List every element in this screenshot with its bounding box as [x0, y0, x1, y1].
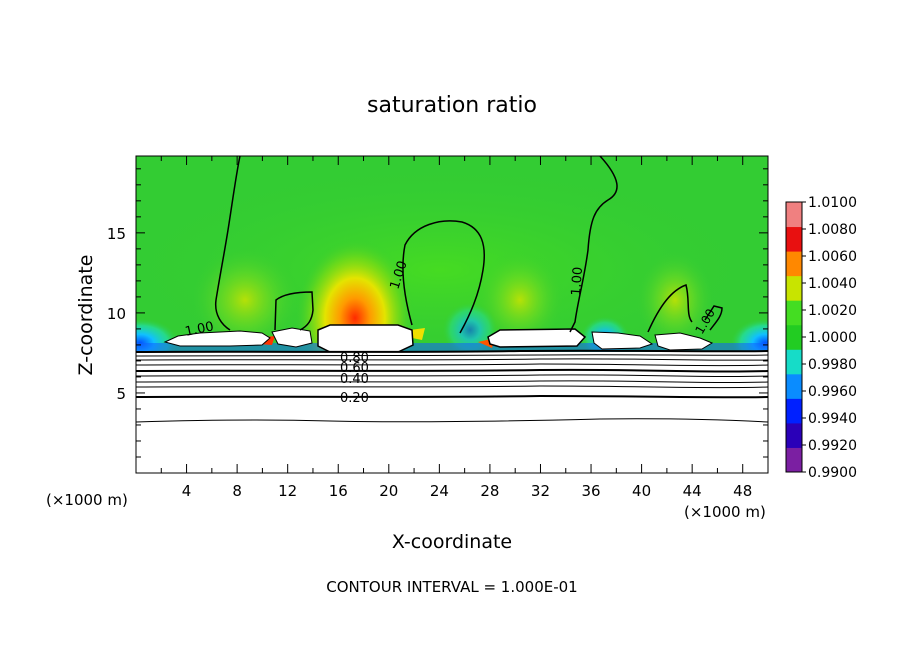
colorbar-swatch	[786, 422, 802, 448]
colorbar-label: 1.0020	[808, 303, 857, 319]
cloud-region-6	[654, 332, 714, 351]
x-unit-left: (×1000 m)	[46, 491, 128, 509]
colorbar-swatch	[786, 349, 802, 375]
lower-masked-region	[136, 352, 768, 473]
contour-interval-note: CONTOUR INTERVAL = 1.000E-01	[326, 578, 577, 596]
contour-label: 1.00	[184, 319, 215, 340]
field-yellow-region-left	[190, 245, 300, 355]
cloud-region-4	[487, 328, 587, 348]
chart-title: saturation ratio	[367, 93, 537, 118]
cloud-region-1	[163, 330, 271, 347]
x-tick-label: 44	[683, 482, 702, 500]
x-tick-label: 40	[632, 482, 651, 500]
cloud-region-3	[317, 324, 414, 353]
colorbar-label: 1.0080	[808, 222, 857, 238]
y-tick-label: 15	[107, 225, 126, 243]
contour-line	[136, 354, 768, 357]
contour-lines-upper	[214, 156, 723, 334]
contour-label: 0.40	[340, 372, 369, 387]
colorbar-label: 0.9900	[808, 465, 857, 481]
x-tick-label: 4	[182, 482, 192, 500]
colorbar-swatch	[786, 324, 802, 350]
contour-line	[214, 156, 241, 331]
y-tick-label: 10	[107, 305, 126, 323]
colorbar-swatch	[786, 202, 802, 228]
x-tick-label: 48	[733, 482, 752, 500]
colorbar-label: 0.9920	[808, 438, 857, 454]
colorbar-label: 1.0060	[808, 249, 857, 265]
x-axis: 4 8 12 16 20 24 28 32 36 40 44 48	[160, 156, 752, 500]
contour-line	[402, 220, 485, 334]
contour-lines-lower	[136, 349, 768, 423]
x-tick-label: 8	[232, 482, 242, 500]
colorbar-swatch	[786, 373, 802, 399]
contour-line	[569, 156, 618, 333]
contour-label: 0.80	[340, 351, 369, 366]
x-unit-right: (×1000 m)	[684, 503, 766, 521]
contour-line	[136, 374, 768, 378]
colorbar-label: 0.9960	[808, 384, 857, 400]
contour-line	[136, 380, 768, 384]
colorbar-label: 0.9980	[808, 357, 857, 373]
contour-label: 0.60	[340, 361, 369, 376]
plot-frame	[135, 155, 769, 474]
colorbar-swatch	[786, 226, 802, 252]
colorbar-swatch	[786, 447, 802, 473]
x-tick-label: 20	[379, 482, 398, 500]
contour-line	[136, 368, 768, 373]
colorbar: 1.0100 1.0080 1.0060 1.0040 1.0020 1.0000 0.99…	[785, 195, 857, 481]
contour-line	[274, 291, 314, 331]
colorbar-swatch	[786, 300, 802, 326]
contour-label: 0.20	[340, 391, 369, 406]
colorbar-label: 0.9940	[808, 411, 857, 427]
x-axis-label: X-coordinate	[392, 531, 512, 553]
colorbar-swatch	[786, 398, 802, 424]
x-tick-label: 12	[278, 482, 297, 500]
y-tick-label: 5	[116, 385, 126, 403]
cloud-region-2	[271, 327, 313, 348]
field-yellow-spot	[410, 328, 425, 340]
colorbar-label: 1.0000	[808, 330, 857, 346]
field-yellow-region-right	[635, 250, 715, 350]
contour-line	[136, 349, 768, 353]
cloud-region-5	[591, 331, 654, 350]
plot-area: 1.00 1.00 1.00 1.00 0.80 0.60 0.40 0.20	[136, 156, 768, 473]
contour-line	[704, 305, 723, 331]
y-axis: 5 10 15	[107, 168, 768, 458]
x-tick-label: 28	[480, 482, 499, 500]
contour-line	[136, 363, 768, 367]
x-tick-label: 16	[329, 482, 348, 500]
colorbar-swatch	[786, 275, 802, 301]
x-tick-label: 24	[430, 482, 449, 500]
x-tick-label: 32	[531, 482, 550, 500]
field-blue-band	[136, 343, 768, 352]
contour-line	[136, 418, 768, 423]
colorbar-swatch	[786, 251, 802, 277]
x-tick-label: 36	[581, 482, 600, 500]
colorbar-label: 1.0040	[808, 276, 857, 292]
contour-line	[647, 284, 693, 333]
y-axis-label: Z-coordinate	[75, 255, 97, 376]
colorbar-label: 1.0100	[808, 195, 857, 211]
contour-line	[136, 394, 768, 399]
contour-line	[136, 358, 768, 361]
contour-line	[136, 385, 768, 389]
contour-label: 1.00	[569, 266, 586, 296]
